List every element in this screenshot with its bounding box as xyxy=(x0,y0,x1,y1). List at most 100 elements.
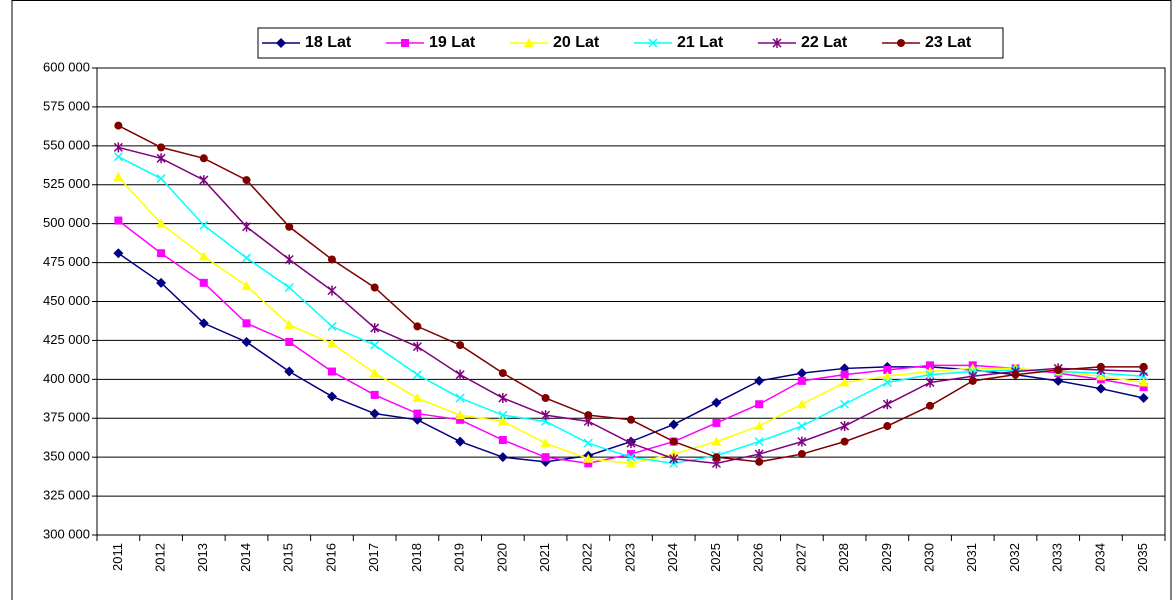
marker xyxy=(199,220,209,230)
marker xyxy=(113,248,124,259)
marker xyxy=(1095,371,1106,381)
legend-label: 19 Lat xyxy=(429,34,476,51)
marker xyxy=(541,453,550,462)
marker xyxy=(1053,375,1064,386)
marker xyxy=(370,283,379,292)
marker xyxy=(1096,362,1105,371)
marker xyxy=(456,415,465,424)
x-tick-label: 2031 xyxy=(964,543,979,572)
marker xyxy=(370,322,380,333)
marker xyxy=(412,393,423,403)
x-tick-label: 2012 xyxy=(153,543,168,572)
legend-label: 20 Lat xyxy=(553,34,600,51)
marker xyxy=(284,282,294,293)
marker xyxy=(925,377,935,388)
marker xyxy=(285,222,294,231)
marker xyxy=(968,376,977,385)
marker xyxy=(198,318,209,329)
marker xyxy=(627,415,635,424)
marker xyxy=(156,218,167,228)
marker xyxy=(241,253,252,263)
x-tick-label: 2013 xyxy=(195,543,210,572)
marker xyxy=(583,438,593,448)
marker xyxy=(326,338,337,348)
marker xyxy=(199,278,208,287)
marker xyxy=(455,393,465,403)
marker xyxy=(114,216,123,225)
x-tick-label: 2030 xyxy=(921,543,936,572)
marker xyxy=(327,285,337,296)
marker xyxy=(541,410,551,421)
marker xyxy=(242,319,251,328)
legend-label: 23 Lat xyxy=(925,34,972,51)
x-tick-label: 2014 xyxy=(238,543,253,572)
marker xyxy=(755,457,764,466)
marker xyxy=(712,418,721,427)
marker xyxy=(584,411,593,420)
marker xyxy=(840,421,850,432)
marker xyxy=(711,436,722,446)
x-tick-label: 2011 xyxy=(110,543,125,571)
marker xyxy=(925,366,936,376)
marker xyxy=(883,365,892,374)
marker xyxy=(711,397,722,408)
marker xyxy=(796,399,807,409)
marker xyxy=(626,438,636,449)
marker xyxy=(455,369,465,380)
marker xyxy=(754,437,764,447)
marker xyxy=(626,458,636,468)
marker xyxy=(797,450,806,459)
marker xyxy=(669,437,678,446)
marker xyxy=(156,153,166,164)
y-tick-label: 475 000 xyxy=(43,254,90,269)
y-tick-label: 350 000 xyxy=(43,449,90,464)
y-tick-label: 325 000 xyxy=(43,488,90,503)
marker xyxy=(1095,383,1106,394)
marker xyxy=(156,173,166,184)
marker xyxy=(882,399,892,410)
marker xyxy=(241,336,252,347)
marker xyxy=(157,143,166,152)
marker xyxy=(926,401,935,410)
marker xyxy=(241,280,252,290)
marker xyxy=(327,255,336,264)
marker xyxy=(498,436,507,445)
marker xyxy=(497,452,508,463)
y-tick-label: 550 000 xyxy=(43,137,90,152)
y-tick-label: 300 000 xyxy=(43,526,90,541)
x-tick-label: 2015 xyxy=(281,543,296,572)
marker xyxy=(541,394,550,403)
x-tick-label: 2027 xyxy=(793,543,808,572)
marker xyxy=(114,121,123,130)
marker xyxy=(840,370,849,379)
marker xyxy=(497,416,508,426)
marker xyxy=(369,368,380,378)
legend-label: 22 Lat xyxy=(801,34,848,51)
x-tick-label: 2016 xyxy=(323,543,338,572)
x-tick-label: 2029 xyxy=(879,543,894,572)
x-tick-label: 2022 xyxy=(580,543,595,572)
marker xyxy=(1138,393,1149,404)
marker xyxy=(370,390,379,399)
marker xyxy=(456,341,465,350)
marker xyxy=(926,361,935,370)
x-tick-label: 2035 xyxy=(1135,543,1150,572)
marker xyxy=(796,368,807,379)
marker xyxy=(754,449,764,460)
x-tick-label: 2023 xyxy=(622,543,637,572)
x-tick-label: 2032 xyxy=(1007,543,1022,572)
marker xyxy=(897,39,905,47)
marker xyxy=(1139,383,1148,392)
marker xyxy=(327,321,337,331)
x-tick-label: 2018 xyxy=(409,543,424,572)
marker xyxy=(583,453,594,463)
marker xyxy=(113,171,124,181)
marker xyxy=(157,249,166,258)
marker xyxy=(883,422,892,431)
marker xyxy=(284,366,295,377)
marker xyxy=(797,376,806,385)
marker xyxy=(840,399,850,409)
marker xyxy=(199,154,208,163)
marker xyxy=(524,38,534,47)
